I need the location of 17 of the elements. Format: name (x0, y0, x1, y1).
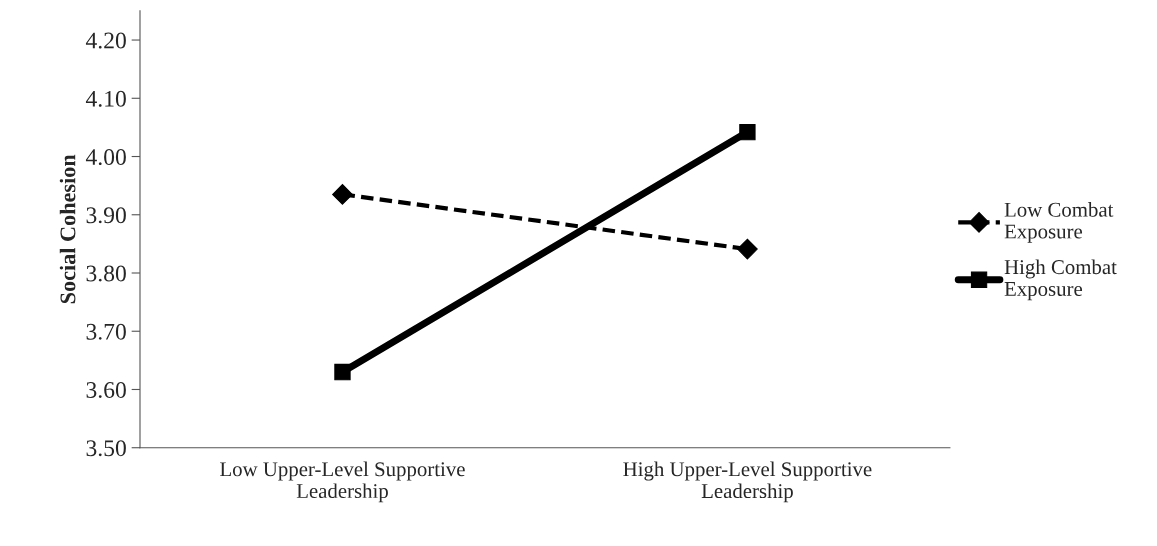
y-tick-label: 3.90 (86, 207, 126, 224)
point (737, 238, 758, 260)
point (739, 123, 756, 141)
y-tick-label: 4.20 (85, 32, 126, 49)
x-tick-label: High Upper-Level Supportive Leadership (623, 461, 872, 503)
y-tick-label: 4.00 (85, 149, 126, 166)
y-tick-label: 3.60 (86, 381, 126, 399)
y-axis-title: Social Cohesion (59, 154, 76, 304)
y-tick-label: 3.80 (86, 265, 126, 282)
y-tick-label: 4.10 (85, 90, 126, 107)
x-tick-label: Low Upper-Level Supportive Leadership (220, 461, 465, 503)
point (334, 363, 351, 381)
y-tick-label: 3.70 (86, 323, 126, 340)
legend-label: High Combat Exposure (1004, 259, 1117, 301)
y-tick-label: 3.50 (86, 440, 126, 457)
point (332, 184, 353, 205)
legend-label: Low Combat Exposure (1004, 202, 1114, 243)
